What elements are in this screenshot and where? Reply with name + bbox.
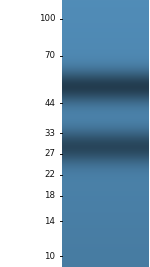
Text: 44: 44 [45, 99, 56, 108]
Text: 10: 10 [45, 252, 56, 261]
Text: 22: 22 [45, 170, 56, 179]
Text: 70: 70 [45, 51, 56, 60]
Text: 33: 33 [45, 129, 56, 138]
Text: 100: 100 [39, 14, 56, 23]
Text: 14: 14 [45, 217, 56, 226]
Text: 27: 27 [45, 149, 56, 158]
Text: 18: 18 [45, 191, 56, 200]
